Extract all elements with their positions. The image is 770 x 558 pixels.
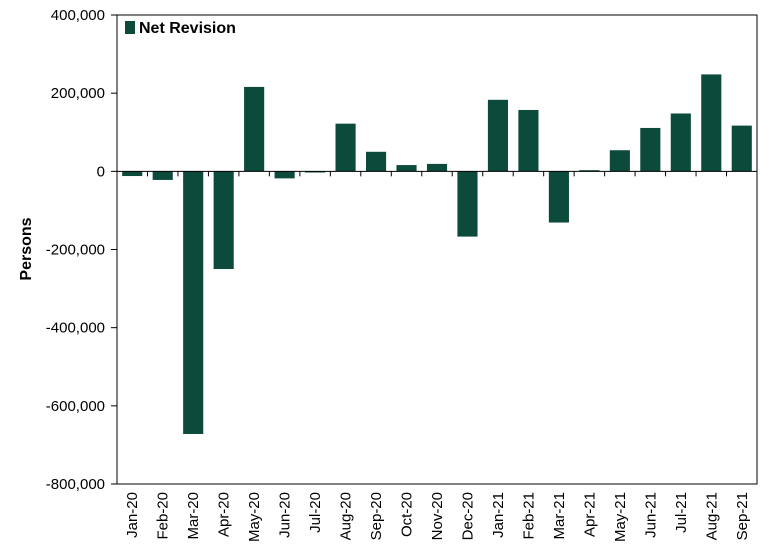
y-tick-label: 0: [97, 163, 105, 180]
bar-oct-20: [396, 165, 417, 172]
x-axis: Jan-20 Feb-20 Mar-20 Apr-20 May-20 Jun-20 Jul-…: [116, 171, 758, 542]
bar-jul-20: [305, 171, 326, 173]
legend-swatch: [125, 21, 135, 34]
x-category-label: Jan-21: [490, 492, 507, 538]
x-category-label: Sep-20: [368, 492, 385, 540]
y-tick-label: 200,000: [51, 85, 105, 102]
x-category-label: Jul-20: [307, 492, 324, 533]
bar-apr-20: [213, 171, 234, 270]
bar-mar-21: [548, 171, 569, 223]
bar-may-21: [609, 150, 630, 172]
y-tick-label: 400,000: [51, 7, 105, 24]
x-category-label: Jun-21: [642, 492, 659, 538]
x-category-label: Aug-21: [703, 492, 720, 540]
bar-may-20: [244, 86, 265, 172]
bar-nov-20: [426, 163, 448, 172]
bar-jan-20: [122, 171, 143, 177]
bars: [122, 74, 752, 434]
legend: Net Revision: [125, 20, 236, 37]
bar-aug-21: [701, 74, 722, 172]
bar-sep-20: [365, 151, 387, 172]
x-category-label: Mar-20: [185, 492, 202, 540]
x-category-label: Jan-20: [124, 492, 141, 538]
x-category-label: Aug-20: [338, 492, 355, 540]
plot-area-frame: [116, 14, 758, 485]
x-category-label: May-21: [612, 492, 629, 542]
x-category-label: May-20: [246, 492, 263, 542]
bar-feb-21: [518, 109, 539, 172]
y-axis-title: Persons: [18, 217, 35, 280]
bar-jan-21: [487, 99, 509, 172]
y-axis: 400,000 200,000 0 -200,000 -400,000 -600,000 -…: [46, 7, 117, 493]
legend-label: Net Revision: [139, 20, 236, 37]
x-category-label: Feb-20: [155, 492, 172, 540]
x-category-label: Oct-20: [399, 492, 416, 537]
x-category-label: Jun-20: [277, 492, 294, 538]
bar-mar-20: [183, 171, 204, 434]
y-tick-label: -600,000: [46, 398, 105, 415]
x-category-label: Apr-20: [216, 492, 233, 537]
bar-aug-20: [335, 123, 356, 172]
x-category-label: Mar-21: [551, 492, 568, 540]
bar-sep-21: [731, 125, 752, 172]
y-tick-label: -800,000: [46, 476, 105, 493]
bar-dec-20: [457, 171, 478, 237]
x-category-label: Feb-21: [520, 492, 537, 540]
bar-feb-20: [152, 171, 173, 180]
bar-apr-21: [579, 170, 600, 172]
bar-jun-20: [274, 171, 295, 179]
x-category-label: Sep-21: [734, 492, 751, 540]
y-tick-label: -400,000: [46, 320, 105, 337]
bar-jul-21: [670, 113, 691, 172]
bar-jun-21: [640, 127, 661, 172]
y-tick-label: -200,000: [46, 242, 105, 259]
x-category-label: Apr-21: [581, 492, 598, 537]
x-category-label: Jul-21: [673, 492, 690, 533]
x-category-label: Nov-20: [429, 492, 446, 540]
x-category-label: Dec-20: [459, 492, 476, 540]
